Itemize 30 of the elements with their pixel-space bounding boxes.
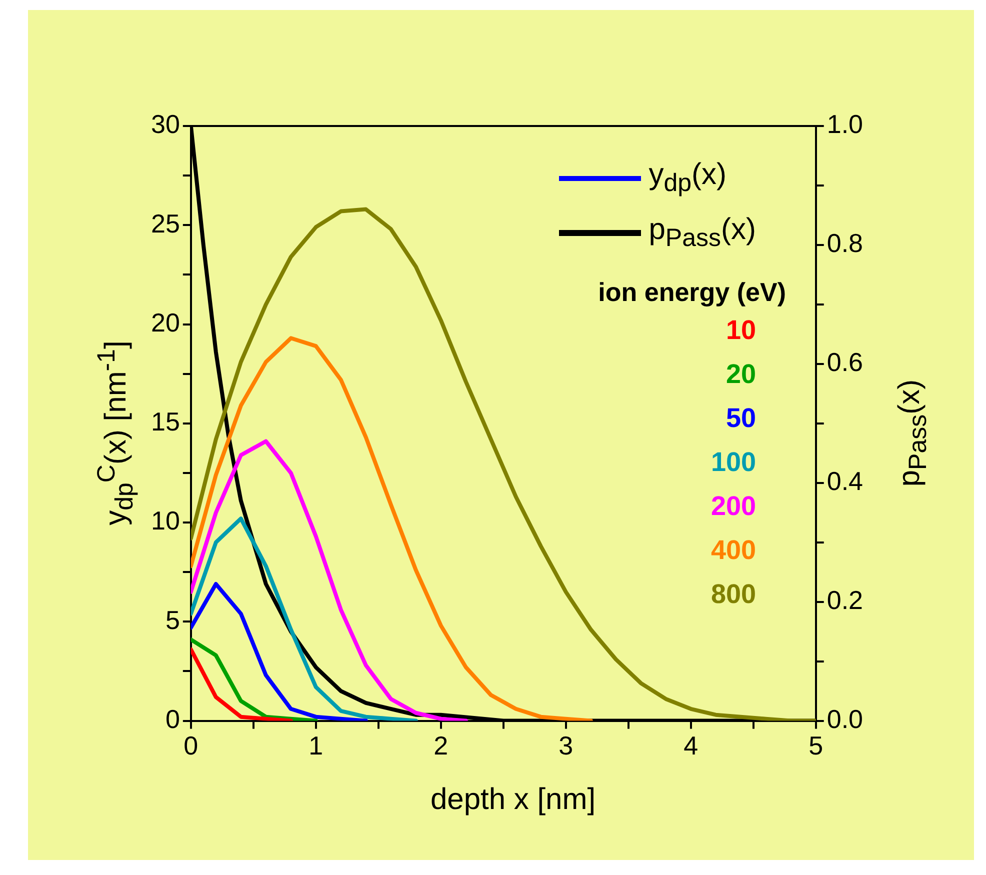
annotation: y$_{dp}$(x)	[648, 158, 727, 198]
x-tick-label: 1	[308, 730, 324, 761]
y-tick-label: 0	[165, 704, 180, 734]
y-tick-label: 30	[151, 109, 180, 140]
text: 200	[710, 490, 756, 523]
y2-tick-label: 0.0	[826, 704, 864, 734]
x-tick-label: 3	[558, 730, 574, 761]
x-tick-label: 2	[434, 730, 448, 761]
x-axis-title: depth x [nm]	[429, 783, 597, 817]
y-tick-label: 25	[151, 208, 180, 238]
legend-label: p$_{Pass}$(x)	[648, 213, 756, 253]
y2-tick-label: 0.4	[826, 466, 864, 496]
legend-title: ion energy (eV)	[597, 277, 786, 308]
x-tick-label: 4	[684, 730, 698, 761]
y-tick-label: 20	[151, 307, 180, 338]
text: 20	[724, 358, 756, 391]
text: 400	[710, 534, 756, 567]
y-tick-label: 15	[151, 406, 180, 437]
text: 10	[724, 314, 756, 347]
y-tick-label: 5	[165, 604, 180, 635]
x-tick-label: 0	[184, 730, 198, 761]
y2-tick-label: 0.6	[826, 347, 864, 378]
y-tick-label: 10	[151, 506, 180, 536]
y2-tick-label: 0.8	[826, 228, 864, 258]
y2-tick-label: 1.0	[826, 109, 864, 140]
text: 100	[710, 446, 756, 479]
text: 800	[710, 578, 756, 611]
y2-tick-label: 0.2	[826, 585, 864, 616]
text: 50	[724, 402, 756, 435]
x-tick-label: 5	[808, 730, 824, 761]
